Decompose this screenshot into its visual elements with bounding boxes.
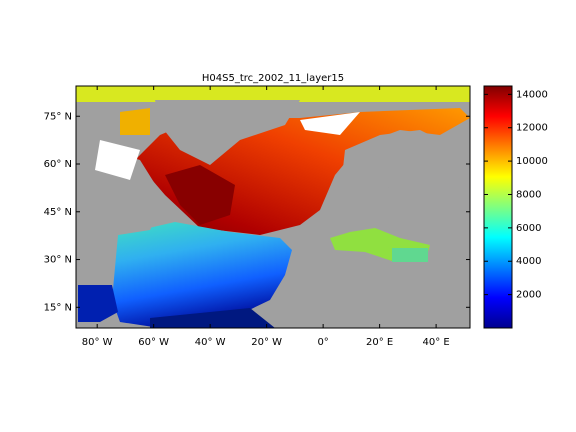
field-area — [120, 108, 150, 135]
colorbar-tick-label: 2000 — [516, 290, 541, 301]
x-tick-label: 60° W — [138, 337, 169, 348]
y-tick-label: 75° N — [44, 111, 72, 122]
y-tick-label: 30° N — [44, 255, 72, 266]
no-data — [300, 112, 360, 135]
x-tick-label: 20° E — [366, 337, 393, 348]
europe — [340, 130, 450, 200]
arctic-field — [76, 86, 470, 102]
map-frame — [75, 85, 471, 329]
north-america — [76, 140, 165, 285]
colorbar-tick-label: 12000 — [516, 123, 548, 134]
x-tick-label: 20° W — [251, 337, 282, 348]
field-area — [150, 308, 275, 328]
africa — [280, 245, 470, 328]
y-tick-label: 45° N — [44, 207, 72, 218]
field-area — [165, 165, 235, 225]
land — [76, 102, 140, 130]
greenland — [155, 100, 300, 165]
colorbar-tick-label: 14000 — [516, 89, 548, 100]
y-tick-label: 15° N — [44, 302, 72, 313]
chart-title: H04S5_trc_2002_11_layer15 — [202, 73, 344, 84]
colorbar-tick-label: 8000 — [516, 189, 541, 200]
y-tick-label: 60° N — [44, 159, 72, 170]
field-area — [112, 222, 292, 328]
x-tick-label: 0° — [317, 337, 328, 348]
map-field — [76, 86, 470, 328]
x-tick-label: 40° E — [422, 337, 449, 348]
colorbar-tick-label: 6000 — [516, 223, 541, 234]
mediterranean — [392, 248, 428, 262]
x-tick-label: 40° W — [195, 337, 226, 348]
x-tick-label: 80° W — [82, 337, 113, 348]
no-data — [95, 140, 140, 180]
colorbar-tick-label: 4000 — [516, 256, 541, 267]
colorbar-tick-label: 10000 — [516, 156, 548, 167]
field-area — [78, 285, 118, 322]
colorbar — [483, 85, 513, 329]
